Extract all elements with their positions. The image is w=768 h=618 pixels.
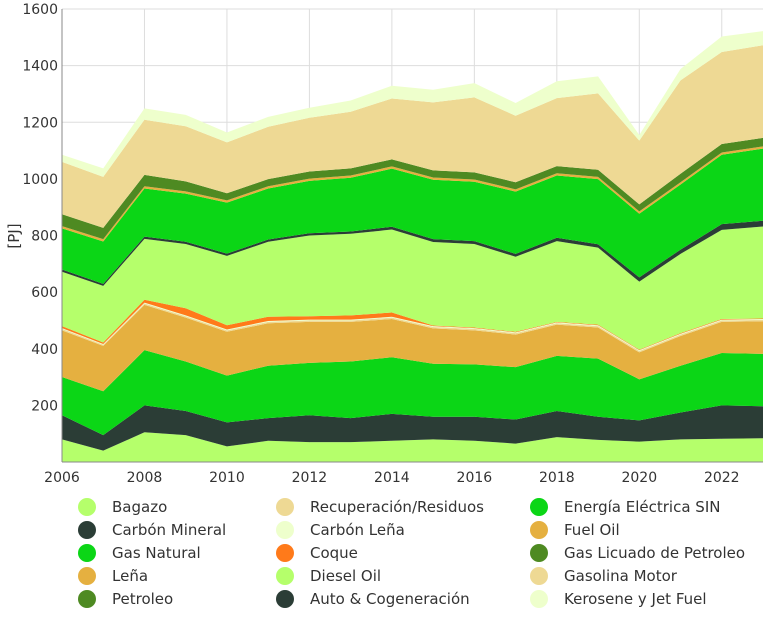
legend-swatch	[530, 544, 548, 562]
legend-label: Fuel Oil	[564, 521, 620, 539]
legend-item-bagazo: Bagazo	[78, 496, 167, 518]
legend-label: Gas Licuado de Petroleo	[564, 544, 746, 562]
area-auto-cogeneracion	[62, 220, 763, 286]
y-tick-label: 600	[31, 285, 58, 301]
x-tick-label: 2014	[374, 470, 410, 486]
x-tick-label: 2022	[704, 470, 740, 486]
legend-label: Gas Natural	[112, 544, 201, 562]
legend-swatch	[530, 498, 548, 516]
legend-item-carbon-lena: Carbón Leña	[276, 519, 405, 541]
legend-swatch	[276, 498, 294, 516]
legend-item-coque: Coque	[276, 542, 358, 564]
x-tick-label: 2010	[209, 470, 245, 486]
area-gasolina-motor	[62, 45, 763, 228]
x-tick-label: 2008	[127, 470, 163, 486]
legend-item-diesel-oil: Diesel Oil	[276, 565, 381, 587]
area-diesel-oil	[62, 226, 763, 350]
legend-label: Carbón Mineral	[112, 521, 227, 539]
x-tick-label: 2016	[457, 470, 493, 486]
y-tick-label: 800	[31, 229, 58, 245]
legend-swatch	[530, 567, 548, 585]
legend-item-lena: Leña	[78, 565, 148, 587]
legend-item-petroleo: Petroleo	[78, 588, 173, 610]
legend: Bagazo Carbón Mineral Gas Natural Leña Petro…	[78, 496, 768, 616]
x-tick-label: 2012	[292, 470, 328, 486]
legend-label: Recuperación/Residuos	[310, 498, 484, 516]
y-tick-label: 400	[31, 342, 58, 358]
legend-label: Leña	[112, 567, 149, 585]
axes: 2006 2008 2010 2012 2014 2016 2018 2020 2022 200 4…	[22, 2, 763, 486]
legend-label: Petroleo	[112, 590, 174, 608]
legend-item-carbon-mineral: Carbón Mineral	[78, 519, 226, 541]
area-gas-licuado-de-petroleo	[62, 137, 763, 240]
legend-label: Gasolina Motor	[564, 567, 677, 585]
legend-swatch	[276, 521, 294, 539]
legend-item-energia-electrica-sin: Energía Eléctrica SIN	[530, 496, 720, 518]
legend-swatch	[78, 544, 96, 562]
legend-item-recuperacion-residuos: Recuperación/Residuos	[276, 496, 484, 518]
legend-item-kerosene-y-jet-fuel: Kerosene y Jet Fuel	[530, 588, 707, 610]
legend-swatch	[78, 521, 96, 539]
legend-swatch	[78, 567, 96, 585]
area-gas-natural	[62, 350, 763, 436]
y-tick-label: 1200	[22, 115, 58, 131]
y-tick-label: 200	[31, 398, 58, 414]
legend-swatch	[78, 590, 96, 608]
legend-label: Carbón Leña	[310, 521, 405, 539]
x-tick-label: 2020	[621, 470, 657, 486]
legend-swatch	[276, 567, 294, 585]
legend-item-gas-natural: Gas Natural	[78, 542, 201, 564]
legend-item-gasolina-motor: Gasolina Motor	[530, 565, 677, 587]
legend-swatch	[276, 544, 294, 562]
legend-label: Bagazo	[112, 498, 168, 516]
legend-swatch	[78, 498, 96, 516]
legend-swatch	[276, 590, 294, 608]
legend-item-gas-licuado-de-petroleo: Gas Licuado de Petroleo	[530, 542, 745, 564]
y-tick-label: 1000	[22, 172, 58, 188]
area-carbon-mineral	[62, 405, 763, 451]
legend-label: Energía Eléctrica SIN	[564, 498, 721, 516]
area-lena	[62, 304, 763, 392]
legend-label: Auto & Cogeneración	[310, 590, 470, 608]
legend-swatch	[530, 521, 548, 539]
y-tick-label: 1400	[22, 59, 58, 75]
y-tick-label: 1600	[22, 2, 58, 18]
legend-label: Kerosene y Jet Fuel	[564, 590, 707, 608]
y-axis-label: [PJ]	[5, 223, 23, 248]
area-series	[62, 31, 763, 462]
legend-label: Diesel Oil	[310, 567, 382, 585]
legend-item-auto-cogeneracion: Auto & Cogeneración	[276, 588, 470, 610]
stacked-area-chart: 2006 2008 2010 2012 2014 2016 2018 2020 2022 200 4…	[5, 2, 763, 486]
area-energia-electrica-sin	[62, 148, 763, 284]
legend-label: Coque	[310, 544, 358, 562]
x-tick-label: 2006	[44, 470, 80, 486]
x-tick-label: 2018	[539, 470, 575, 486]
area-bagazo	[62, 432, 763, 462]
legend-item-fuel-oil: Fuel Oil	[530, 519, 620, 541]
legend-swatch	[530, 590, 548, 608]
